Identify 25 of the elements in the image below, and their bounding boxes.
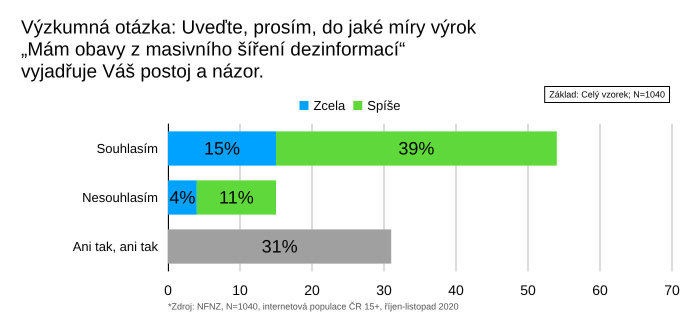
data-label: 39% [398,138,434,158]
x-tick-label: 50 [520,282,536,298]
x-tick-label: 20 [304,282,320,298]
bar [276,131,557,166]
y-tick-label: Souhlasím [96,141,158,156]
legend-label: Zcela [313,98,346,113]
x-tick-label: 60 [592,282,608,298]
x-tick-label: 30 [376,282,392,298]
x-tick-label: 70 [664,282,680,298]
text: *Zdroj: NFNZ, N=1040, internetová populace ČR 15+, říjen-listopad 2020 [168,302,459,312]
data-label: 4% [169,188,196,208]
data-label: 11% [219,188,254,208]
text: Základ: Celý vzorek; N=1040 [549,90,666,100]
chart-title: Výzkumná otázka: Uveďte, prosím, do jaké míry výrok „Mám obavy z masivního šíření dezinformací“ vyjadřuje Váš postoj a názor. [21,18,482,82]
x-tick-label: 0 [164,282,172,298]
bar [196,180,276,215]
data-label: 31% [262,236,298,256]
y-tick-label: Ani tak, ani tak [72,239,158,254]
x-tick-label: 40 [448,282,464,298]
bar [168,229,392,264]
legend-label: Spíše [367,98,401,113]
x-tick-label: 10 [232,282,248,298]
bar [168,131,276,166]
data-label: 15% [204,138,240,158]
y-tick-label: Nesouhlasím [82,190,158,205]
